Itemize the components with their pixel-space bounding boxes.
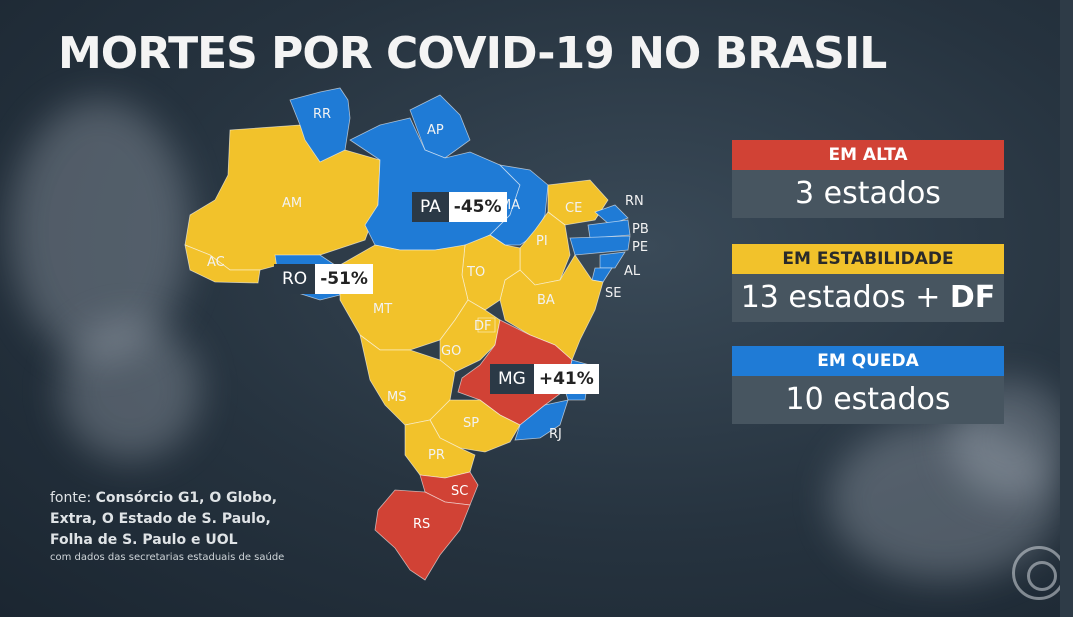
state-label-rj: RJ	[549, 427, 562, 442]
state-pr[interactable]	[404, 419, 476, 479]
state-label-df: DF	[474, 319, 492, 334]
state-se[interactable]	[591, 267, 613, 283]
state-rn[interactable]	[594, 204, 629, 226]
state-rj[interactable]	[514, 399, 569, 441]
state-rr[interactable]	[289, 87, 351, 163]
legend-count: 3 estados	[732, 170, 1004, 218]
state-ba[interactable]	[499, 254, 604, 361]
state-label-ce: CE	[565, 201, 582, 216]
state-label-sc: SC	[451, 484, 468, 499]
legend-count: 10 estados	[732, 376, 1004, 424]
legend-em-alta: EM ALTA 3 estados	[732, 140, 1004, 218]
state-label-pr: PR	[428, 448, 445, 463]
state-label-go: GO	[441, 344, 461, 359]
highlight-pa: PA -45%	[412, 192, 507, 222]
state-label-mt: MT	[373, 302, 392, 317]
state-label-pb: PB	[632, 222, 649, 237]
source-note: fonte: Consórcio G1, O Globo, Extra, O E…	[50, 488, 284, 565]
source-note-small: com dados das secretarias estaduais de s…	[50, 552, 285, 563]
globo-logo-icon	[1012, 546, 1066, 600]
highlight-state-code: RO	[274, 264, 316, 294]
highlight-change-value: -45%	[448, 192, 507, 222]
legend-count: 13 estados + DF	[732, 274, 1004, 322]
background-cloud	[60, 320, 200, 460]
source-line-3: Folha de S. Paulo e UOL	[50, 532, 238, 548]
state-rs[interactable]	[374, 489, 471, 581]
background-cloud	[10, 100, 190, 360]
highlight-change-value: -51%	[315, 264, 373, 294]
highlight-state-code: PA	[412, 192, 449, 222]
source-prefix: fonte:	[50, 490, 92, 506]
state-df[interactable]	[477, 317, 496, 333]
state-label-pe: PE	[632, 240, 648, 255]
state-label-pi: PI	[536, 234, 548, 249]
state-label-ms: MS	[387, 390, 406, 405]
state-ma[interactable]	[489, 164, 549, 246]
state-label-rn: RN	[625, 194, 644, 209]
legend-status-label: EM ALTA	[732, 140, 1004, 170]
state-pe[interactable]	[569, 235, 631, 256]
highlight-mg: MG +41%	[490, 364, 599, 394]
state-label-ap: AP	[427, 123, 444, 138]
right-frame-edge	[1060, 0, 1073, 617]
highlight-state-code: MG	[490, 364, 534, 394]
legend-em-estabilidade: EM ESTABILIDADE 13 estados + DF	[732, 244, 1004, 322]
state-label-se: SE	[605, 286, 621, 301]
legend-status-label: EM ESTABILIDADE	[732, 244, 1004, 274]
state-label-rr: RR	[313, 107, 331, 122]
source-line-1: Consórcio G1, O Globo,	[95, 490, 278, 506]
page-title: MORTES POR COVID-19 NO BRASIL	[58, 28, 887, 79]
state-label-to: TO	[466, 265, 485, 280]
legend-status-label: EM QUEDA	[732, 346, 1004, 376]
state-pb[interactable]	[587, 219, 631, 239]
legend-em-queda: EM QUEDA 10 estados	[732, 346, 1004, 424]
highlight-ro: RO -51%	[274, 264, 373, 294]
state-ac[interactable]	[184, 244, 261, 284]
state-label-al: AL	[624, 264, 641, 279]
state-label-sp: SP	[463, 416, 479, 431]
highlight-change-value: +41%	[533, 364, 599, 394]
source-line-2: Extra, O Estado de S. Paulo,	[50, 511, 271, 527]
state-label-am: AM	[282, 196, 302, 211]
state-label-ac: AC	[207, 255, 225, 270]
state-label-rs: RS	[413, 517, 430, 532]
state-label-ba: BA	[537, 293, 555, 308]
state-al[interactable]	[599, 251, 626, 269]
